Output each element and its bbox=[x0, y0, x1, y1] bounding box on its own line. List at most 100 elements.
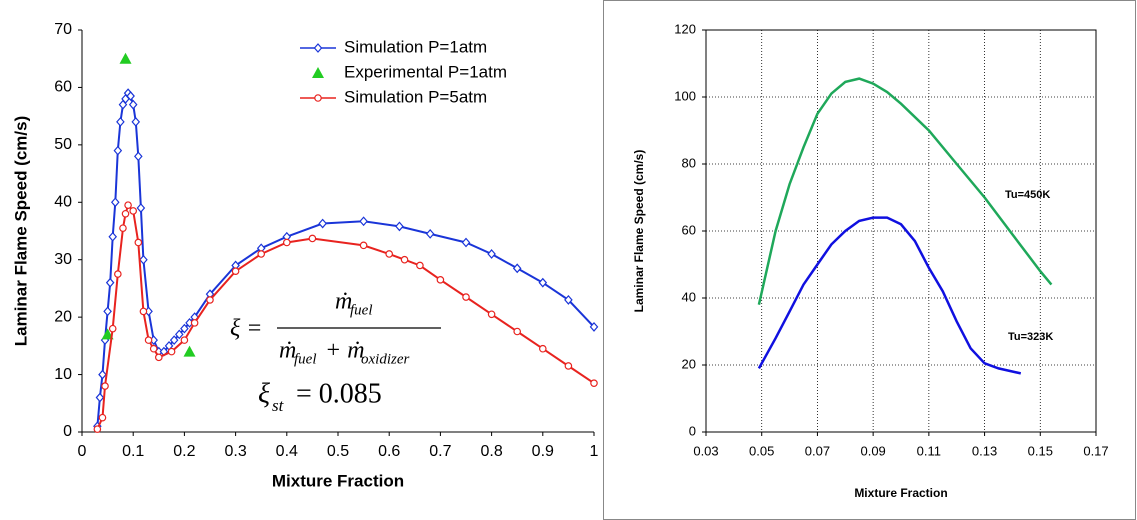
series-label: Tu=323K bbox=[1008, 331, 1053, 343]
marker bbox=[564, 295, 573, 305]
x-axis-label: Mixture Fraction bbox=[854, 486, 947, 500]
x-tick-label: 0.8 bbox=[480, 443, 502, 460]
marker bbox=[487, 249, 496, 259]
marker bbox=[139, 254, 148, 265]
formula-den2: + ṁ bbox=[325, 338, 365, 364]
marker bbox=[282, 238, 291, 247]
series-label: Tu=450K bbox=[1005, 189, 1050, 201]
y-tick-label: 70 bbox=[54, 21, 72, 38]
marker bbox=[114, 270, 122, 278]
x-axis-label: Mixture Fraction bbox=[272, 471, 404, 490]
marker bbox=[359, 216, 368, 227]
formula-num: ṁ bbox=[335, 289, 352, 315]
marker bbox=[436, 276, 445, 284]
x-tick-label: 0.7 bbox=[429, 443, 451, 460]
marker bbox=[231, 267, 240, 276]
y-tick-label: 0 bbox=[63, 423, 72, 440]
marker bbox=[590, 379, 598, 387]
stoich-symbol: ξ bbox=[258, 378, 270, 409]
x-tick-label: 0.3 bbox=[224, 443, 246, 460]
y-tick-label: 0 bbox=[689, 423, 696, 438]
y-tick-label: 80 bbox=[682, 155, 696, 170]
marker bbox=[308, 234, 317, 243]
y-tick-label: 20 bbox=[682, 356, 696, 371]
marker bbox=[101, 328, 114, 340]
y-tick-label: 30 bbox=[54, 251, 72, 268]
marker bbox=[167, 347, 176, 356]
panel-frame bbox=[603, 0, 1136, 520]
formula-den1: ṁ bbox=[279, 338, 296, 364]
plot-frame bbox=[705, 29, 1097, 433]
marker bbox=[101, 382, 109, 390]
marker bbox=[395, 221, 404, 232]
marker bbox=[512, 263, 522, 274]
legend-label: Experimental P=1atm bbox=[344, 62, 507, 81]
marker bbox=[180, 323, 189, 334]
marker bbox=[139, 307, 148, 316]
marker bbox=[119, 52, 132, 64]
marker bbox=[116, 116, 125, 127]
formula-lhs: ξ = bbox=[230, 316, 262, 342]
marker bbox=[108, 324, 117, 333]
x-tick-label: 0.9 bbox=[532, 443, 554, 460]
x-tick-label: 0 bbox=[78, 443, 87, 460]
legend-label: Simulation P=1atm bbox=[344, 37, 487, 56]
legend-marker bbox=[314, 94, 322, 102]
x-tick-label: 0.07 bbox=[805, 443, 830, 458]
marker bbox=[113, 145, 123, 156]
marker bbox=[149, 344, 158, 353]
marker bbox=[134, 238, 143, 247]
x-tick-label: 0.4 bbox=[276, 443, 298, 460]
series-line bbox=[757, 77, 1053, 305]
y-tick-label: 20 bbox=[54, 308, 72, 325]
marker bbox=[400, 255, 409, 264]
y-tick-label: 120 bbox=[674, 21, 696, 36]
marker bbox=[462, 293, 470, 301]
marker bbox=[95, 392, 105, 403]
marker bbox=[129, 207, 138, 215]
x-tick-label: 0.1 bbox=[122, 443, 144, 460]
formula: ξ = ṁ fuel ṁ fuel + ṁ oxidizer ξ st = 0.… bbox=[230, 289, 441, 415]
marker bbox=[93, 425, 102, 433]
marker bbox=[105, 277, 115, 288]
marker bbox=[144, 336, 153, 344]
marker bbox=[174, 329, 184, 340]
x-tick-label: 1 bbox=[590, 443, 599, 460]
marker bbox=[564, 362, 573, 370]
x-tick-label: 0.17 bbox=[1083, 443, 1108, 458]
marker bbox=[169, 335, 179, 346]
y-tick-label: 60 bbox=[54, 79, 72, 96]
marker bbox=[98, 369, 107, 380]
marker bbox=[119, 224, 127, 232]
marker bbox=[134, 151, 143, 162]
marker bbox=[180, 336, 189, 344]
marker bbox=[487, 310, 496, 319]
marker bbox=[318, 218, 327, 229]
marker bbox=[128, 99, 138, 110]
stoich-value: = 0.085 bbox=[296, 378, 382, 409]
marker bbox=[416, 261, 424, 270]
legend-label: Simulation P=5atm bbox=[344, 87, 487, 106]
x-tick-label: 0.13 bbox=[972, 443, 997, 458]
marker bbox=[538, 344, 547, 353]
y-tick-label: 100 bbox=[674, 88, 696, 103]
y-axis-label: Laminar Flame Speed (cm/s) bbox=[11, 116, 30, 347]
marker bbox=[131, 116, 141, 127]
marker bbox=[206, 296, 214, 304]
x-tick-label: 0.03 bbox=[693, 443, 718, 458]
x-tick-label: 0.05 bbox=[749, 443, 774, 458]
marker bbox=[110, 197, 120, 208]
x-tick-label: 0.2 bbox=[173, 443, 195, 460]
x-tick-label: 0.5 bbox=[327, 443, 349, 460]
y-axis-label: Laminar Flame Speed (cm/s) bbox=[632, 150, 646, 313]
marker bbox=[257, 250, 266, 258]
marker bbox=[98, 413, 107, 422]
formula-den2-sub: oxidizer bbox=[361, 351, 409, 367]
series-line bbox=[96, 91, 595, 427]
x-tick-label: 0.6 bbox=[378, 443, 400, 460]
legend-marker bbox=[312, 67, 324, 78]
y-tick-label: 50 bbox=[54, 136, 72, 153]
marker bbox=[461, 237, 471, 248]
series-line bbox=[757, 216, 1022, 375]
marker bbox=[136, 203, 146, 213]
